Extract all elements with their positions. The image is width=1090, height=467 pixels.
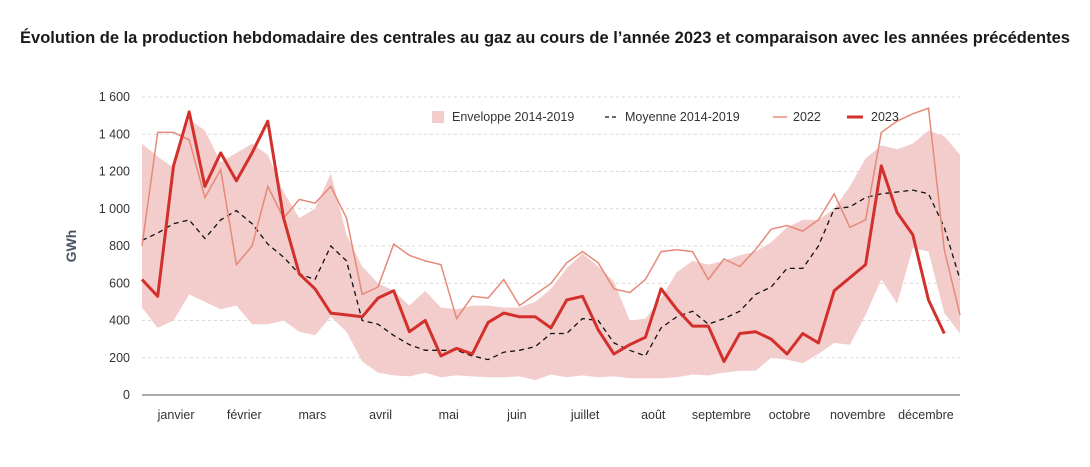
legend: Enveloppe 2014-2019 Moyenne 2014-2019 2022…	[432, 110, 899, 124]
y-axis-label: GWh	[63, 230, 79, 263]
series-line-moyenne-2014-2019	[141, 189, 961, 361]
x-tick-label-novembre: novembre	[830, 408, 886, 422]
y-tick-label: 800	[109, 239, 130, 253]
x-tick-label-septembre: septembre	[692, 408, 751, 422]
x-tick-label-octobre: octobre	[769, 408, 811, 422]
x-tick-label-juillet: juillet	[570, 408, 600, 422]
x-tick-label-décembre: décembre	[898, 408, 954, 422]
legend-envelope-label: Enveloppe 2014-2019	[452, 110, 574, 124]
legend-2023: 2023	[847, 110, 899, 124]
series-line-2023	[140, 110, 946, 363]
x-tick-label-avril: avril	[369, 408, 392, 422]
y-tick-label: 1 400	[99, 127, 130, 141]
x-tick-label-février: février	[227, 408, 262, 422]
y-tick-label: 1 000	[99, 202, 130, 216]
legend-moyenne: Moyenne 2014-2019	[605, 110, 740, 124]
y-tick-label: 1 200	[99, 165, 130, 179]
x-tick-label-mars: mars	[299, 408, 327, 422]
chart-title: Évolution de la production hebdomadaire …	[20, 29, 1070, 47]
series-line-2022	[141, 107, 961, 321]
x-tick-label-mai: mai	[439, 408, 459, 422]
series-lines-layer	[140, 107, 961, 363]
y-tick-label: 200	[109, 351, 130, 365]
legend-2022: 2022	[773, 110, 821, 124]
y-tick-label: 600	[109, 276, 130, 290]
y-tick-label: 400	[109, 314, 130, 328]
x-tick-label-janvier: janvier	[157, 408, 195, 422]
axes-layer: 0 200 400 600 800 1 000 1 200 1 400 1 600 janvier…	[63, 90, 960, 422]
legend-swatch-envelope	[432, 111, 444, 123]
legend-2022-label: 2022	[793, 110, 821, 124]
legend-envelope: Enveloppe 2014-2019	[432, 110, 574, 124]
legend-moyenne-label: Moyenne 2014-2019	[625, 110, 740, 124]
envelope-band-layer	[142, 119, 960, 381]
y-tick-label: 0	[123, 388, 130, 402]
x-tick-label-juin: juin	[506, 408, 527, 422]
x-tick-label-août: août	[641, 408, 666, 422]
series-envelope-2014-2019	[142, 119, 960, 381]
y-tick-label: 1 600	[99, 90, 130, 104]
legend-2023-label: 2023	[871, 110, 899, 124]
